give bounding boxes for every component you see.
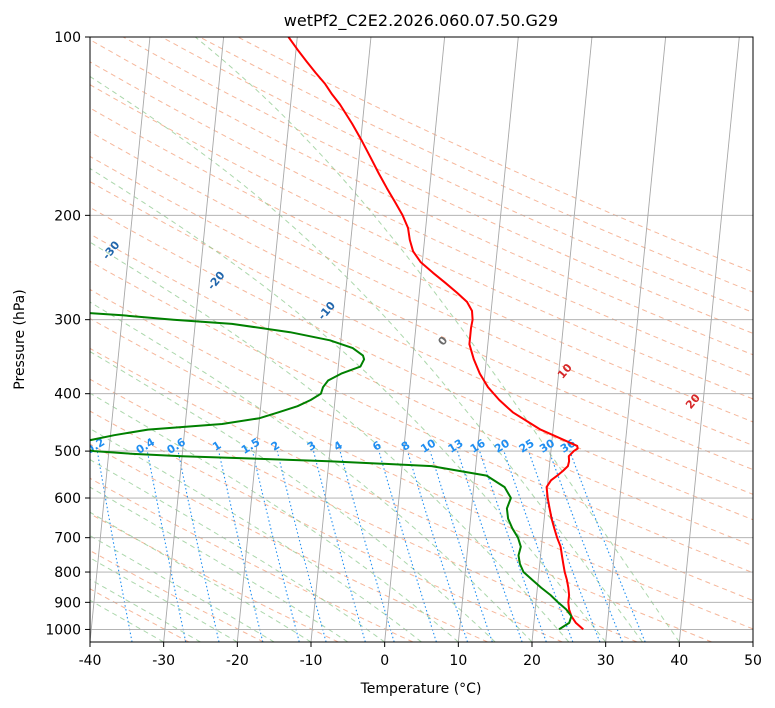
x-tick-label: 10 <box>449 653 467 669</box>
mixing-ratio-line <box>548 450 623 642</box>
moist-adiabat-line <box>90 167 607 642</box>
dry-adiabat-line <box>90 550 264 642</box>
moist-adiabat-line <box>90 578 201 642</box>
mixing-ratio-line <box>406 450 469 642</box>
x-axis-label: Temperature (°C) <box>360 681 482 697</box>
chart-title: wetPf2_C2E2.2026.060.07.50.G29 <box>284 11 558 31</box>
x-tick-label: 30 <box>597 653 615 669</box>
mixing-ratio-line <box>146 450 187 642</box>
y-tick-label: 100 <box>54 30 81 46</box>
plot-frame <box>89 36 754 643</box>
mixing-ratio-line <box>479 450 547 642</box>
isotherm-line <box>531 37 593 642</box>
dry-adiabat-line <box>90 206 753 521</box>
x-tick-label: -20 <box>226 653 249 669</box>
dry-adiabat-line <box>90 181 753 495</box>
y-tick-label: 1000 <box>45 622 81 638</box>
moist-adiabat-line <box>90 428 422 642</box>
mixing-ratio-line <box>429 450 493 642</box>
isotherm-line <box>457 37 519 642</box>
y-axis-label: Pressure (hPa) <box>12 289 28 389</box>
dry-adiabat-line <box>199 37 753 293</box>
moist-adiabat-line <box>90 301 533 642</box>
moist-adiabat-line <box>90 241 570 642</box>
isotherm-line <box>163 37 225 642</box>
moist-adiabat-line <box>90 459 385 642</box>
mixing-ratio-line <box>251 450 300 642</box>
moist-adiabat-line <box>90 392 459 642</box>
mixing-ratio-line <box>456 450 523 642</box>
y-tick-label: 300 <box>54 313 81 329</box>
isotherm-line <box>90 37 151 642</box>
isotherm-line <box>384 37 446 642</box>
x-tick-label: -40 <box>79 653 102 669</box>
mixing-ratio-line <box>177 450 220 642</box>
moist-adiabat-line <box>90 351 496 642</box>
moist-adiabat-line <box>90 75 643 642</box>
y-tick-label: 400 <box>54 387 81 403</box>
y-tick-label: 600 <box>54 491 81 507</box>
x-tick-label: 40 <box>670 653 688 669</box>
mixing-ratio-line <box>503 450 574 642</box>
moist-adiabat-line <box>90 486 349 642</box>
x-tick-label: 50 <box>744 653 762 669</box>
x-tick-label: -30 <box>152 653 175 669</box>
x-tick-label: 0 <box>380 653 389 669</box>
x-tick-label: 20 <box>523 653 541 669</box>
dry-adiabat-line <box>90 233 753 547</box>
dry-adiabat-line <box>90 317 753 630</box>
dry-adiabat-line <box>90 443 488 642</box>
isotherm-line <box>236 37 298 642</box>
y-tick-label: 200 <box>54 208 81 224</box>
mixing-ratio-line <box>378 450 437 642</box>
y-tick-label: 800 <box>54 565 81 581</box>
mixing-ratio-line <box>528 450 601 642</box>
x-tick-label: -10 <box>300 653 323 669</box>
dry-adiabat-line <box>123 37 753 334</box>
temperature-trace <box>287 37 584 631</box>
dry-adiabat-line <box>90 131 753 446</box>
y-tick-label: 700 <box>54 531 81 547</box>
dry-adiabat-line <box>90 347 712 642</box>
dry-adiabat-line <box>90 84 753 400</box>
moist-adiabat-line <box>90 599 164 642</box>
dry-adiabat-line <box>90 61 753 378</box>
mixing-ratio-line <box>218 450 264 642</box>
dry-adiabat-line <box>90 288 753 601</box>
y-tick-label: 500 <box>54 444 81 460</box>
isotherm-line <box>678 37 740 642</box>
y-tick-label: 900 <box>54 595 81 611</box>
dewpoint-trace <box>90 312 573 631</box>
mixing-ratio-line <box>276 450 327 642</box>
mixing-ratio-line <box>312 450 366 642</box>
isotherm-line <box>605 37 667 642</box>
